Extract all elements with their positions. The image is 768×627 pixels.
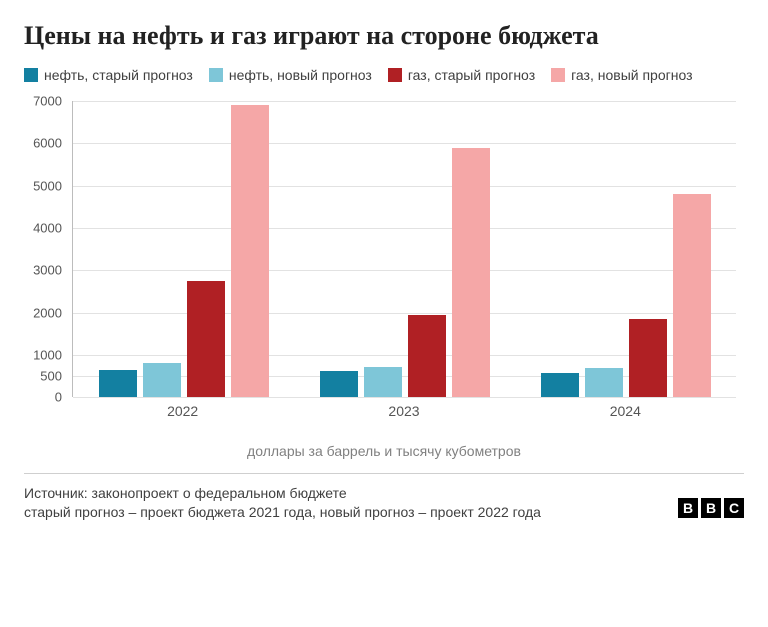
bar	[99, 370, 137, 397]
x-axis-caption: доллары за баррель и тысячу кубометров	[24, 443, 744, 459]
bar-group	[515, 101, 736, 397]
bar	[187, 281, 225, 397]
bar	[629, 319, 667, 397]
y-axis: 05001000200030004000500060007000	[24, 101, 68, 397]
bar	[231, 105, 269, 397]
y-tick-label: 5000	[33, 178, 62, 193]
y-tick-label: 4000	[33, 221, 62, 236]
bar	[143, 363, 181, 397]
bar	[541, 373, 579, 398]
plot-area	[72, 101, 736, 397]
legend-label: нефть, новый прогноз	[229, 67, 372, 83]
legend: нефть, старый прогноз нефть, новый прогно…	[24, 67, 744, 83]
legend-swatch	[24, 68, 38, 82]
chart-title: Цены на нефть и газ играют на стороне бю…	[24, 20, 744, 51]
y-tick-label: 7000	[33, 94, 62, 109]
bbc-letter-box: B	[678, 498, 698, 518]
legend-swatch	[209, 68, 223, 82]
legend-label: нефть, старый прогноз	[44, 67, 193, 83]
source-line-1: Источник: законопроект о федеральном бюд…	[24, 484, 541, 503]
bar	[452, 148, 490, 397]
x-tick-label: 2023	[293, 403, 514, 419]
bar	[408, 315, 446, 397]
source-text: Источник: законопроект о федеральном бюд…	[24, 484, 541, 522]
source-line-2: старый прогноз – проект бюджета 2021 год…	[24, 503, 541, 522]
y-tick-label: 500	[40, 369, 62, 384]
bar	[673, 194, 711, 397]
bar	[585, 368, 623, 397]
x-tick-label: 2022	[72, 403, 293, 419]
bars-container	[73, 101, 736, 397]
x-axis-labels: 202220232024	[72, 403, 736, 419]
legend-item: газ, новый прогноз	[551, 67, 692, 83]
bbc-logo: BBC	[678, 484, 744, 518]
bbc-letter-box: C	[724, 498, 744, 518]
legend-swatch	[388, 68, 402, 82]
y-tick-label: 1000	[33, 347, 62, 362]
bar-group	[294, 101, 515, 397]
bar	[364, 367, 402, 397]
y-tick-label: 0	[55, 390, 62, 405]
gridline	[73, 397, 736, 398]
y-tick-label: 3000	[33, 263, 62, 278]
legend-label: газ, старый прогноз	[408, 67, 535, 83]
bbc-letter-box: B	[701, 498, 721, 518]
footer: Источник: законопроект о федеральном бюд…	[24, 484, 744, 522]
legend-item: нефть, новый прогноз	[209, 67, 372, 83]
legend-item: газ, старый прогноз	[388, 67, 535, 83]
bar-group	[73, 101, 294, 397]
footer-divider	[24, 473, 744, 474]
legend-item: нефть, старый прогноз	[24, 67, 193, 83]
legend-swatch	[551, 68, 565, 82]
bar	[320, 371, 358, 397]
y-tick-label: 2000	[33, 305, 62, 320]
y-tick-label: 6000	[33, 136, 62, 151]
x-tick-label: 2024	[515, 403, 736, 419]
legend-label: газ, новый прогноз	[571, 67, 692, 83]
chart-area: 05001000200030004000500060007000 2022202…	[24, 97, 744, 437]
